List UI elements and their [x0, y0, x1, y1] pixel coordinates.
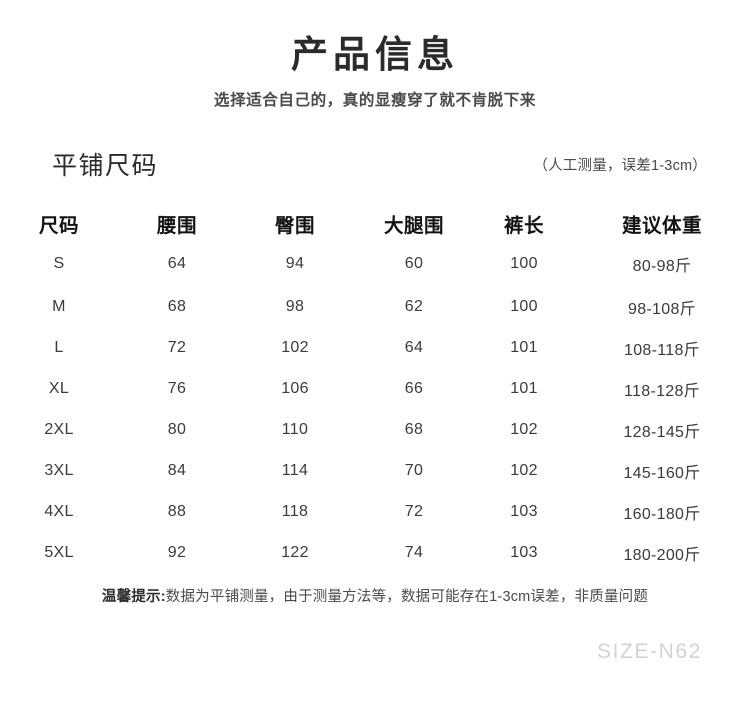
cell-length: 101	[510, 379, 538, 397]
size-code-watermark: SIZE-N62	[597, 640, 702, 663]
cell-length: 103	[510, 543, 538, 561]
cell-size: S	[53, 255, 65, 272]
page-header: 产品信息 选择适合自己的，真的显瘦穿了就不肯脱下来	[0, 0, 750, 110]
cell-hip: 110	[281, 420, 309, 438]
size-chart-table: 尺码 腰围 臀围 大腿围 裤长 建议体重 S 64 94 60 100 80-98斤 M 68…	[0, 204, 750, 573]
table-row: 2XL 80 110 68 102 128-145斤	[0, 409, 750, 450]
cell-hip: 114	[281, 461, 309, 479]
table-row: S 64 94 60 100 80-98斤	[0, 242, 750, 286]
cell-hip: 122	[281, 543, 309, 561]
cell-waist: 92	[167, 543, 187, 561]
table-row: XL 76 106 66 101 118-128斤	[0, 368, 750, 409]
cell-waist: 72	[167, 338, 187, 356]
cell-weight: 108-118斤	[624, 341, 700, 359]
cell-thigh: 68	[404, 420, 424, 438]
cell-waist: 84	[167, 461, 187, 479]
cell-weight: 118-128斤	[624, 382, 700, 400]
cell-hip: 94	[285, 255, 305, 272]
table-row: 5XL 92 122 74 103 180-200斤	[0, 532, 750, 573]
cell-waist: 64	[167, 255, 187, 272]
size-section-header: 平铺尺码 （人工测量，误差1-3cm）	[0, 148, 750, 184]
cell-weight: 80-98斤	[632, 258, 692, 275]
table-row: L 72 102 64 101 108-118斤	[0, 327, 750, 368]
cell-length: 100	[510, 255, 538, 272]
cell-hip: 102	[281, 338, 309, 356]
cell-weight: 145-160斤	[623, 464, 701, 482]
table-row: 3XL 84 114 70 102 145-160斤	[0, 450, 750, 491]
column-header-hip: 臀围	[274, 214, 315, 237]
cell-thigh: 72	[404, 502, 424, 520]
table-row: 4XL 88 118 72 103 160-180斤	[0, 491, 750, 532]
cell-thigh: 60	[404, 255, 424, 272]
cell-size: XL	[48, 379, 70, 397]
footer-note-text: 数据为平铺测量，由于测量方法等，数据可能存在1-3cm误差，非质量问题	[165, 589, 649, 605]
cell-length: 102	[510, 461, 538, 479]
column-header-waist: 腰围	[156, 214, 197, 237]
cell-waist: 68	[167, 297, 187, 315]
cell-size: 3XL	[44, 461, 74, 479]
cell-thigh: 70	[404, 461, 424, 479]
measurement-disclaimer: （人工测量，误差1-3cm）	[533, 158, 707, 174]
cell-hip: 98	[285, 297, 305, 315]
cell-size: L	[54, 338, 64, 356]
cell-thigh: 66	[404, 379, 424, 397]
cell-weight: 98-108斤	[628, 300, 696, 318]
cell-thigh: 62	[404, 297, 424, 315]
cell-weight: 180-200斤	[623, 546, 701, 564]
cell-weight: 160-180斤	[623, 505, 701, 523]
column-header-size: 尺码	[38, 214, 79, 237]
cell-size: M	[52, 297, 66, 315]
cell-length: 102	[510, 420, 538, 438]
footer-note-label: 温馨提示:	[101, 589, 166, 605]
cell-size: 2XL	[44, 420, 74, 438]
cell-length: 101	[510, 338, 538, 356]
cell-size: 4XL	[44, 502, 74, 520]
cell-length: 100	[510, 297, 538, 315]
column-header-weight: 建议体重	[621, 214, 702, 237]
cell-thigh: 74	[404, 543, 424, 561]
cell-waist: 88	[167, 502, 187, 520]
cell-length: 103	[510, 502, 538, 520]
table-header-row: 尺码 腰围 臀围 大腿围 裤长 建议体重	[0, 204, 750, 242]
cell-thigh: 64	[404, 338, 424, 356]
table-body: S 64 94 60 100 80-98斤 M 68 98 62 100 98-108斤 L 72 102 6…	[0, 242, 750, 573]
footer-note: 温馨提示:数据为平铺测量，由于测量方法等，数据可能存在1-3cm误差，非质量问题	[0, 586, 750, 608]
table-row: M 68 98 62 100 98-108斤	[0, 286, 750, 327]
section-title: 平铺尺码	[52, 152, 159, 180]
cell-size: 5XL	[44, 543, 74, 561]
page-title: 产品信息	[291, 34, 459, 75]
page-subtitle: 选择适合自己的，真的显瘦穿了就不肯脱下来	[213, 92, 536, 110]
cell-hip: 106	[281, 379, 309, 397]
column-header-length: 裤长	[503, 214, 544, 237]
cell-weight: 128-145斤	[623, 423, 701, 441]
cell-waist: 80	[167, 420, 187, 438]
cell-waist: 76	[167, 379, 187, 397]
table-header: 尺码 腰围 臀围 大腿围 裤长 建议体重	[0, 204, 750, 242]
cell-hip: 118	[281, 502, 309, 520]
column-header-thigh: 大腿围	[383, 214, 444, 237]
